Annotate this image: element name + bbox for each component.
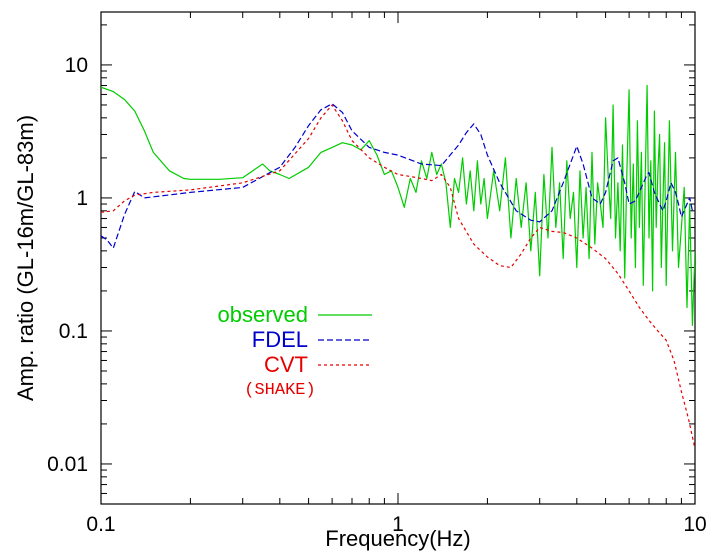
series-line-observed [101, 84, 695, 326]
x-axis-title: Frequency(Hz) [325, 526, 470, 551]
y-axis-title: Amp. ratio (GL-16m/GL-83m) [13, 115, 38, 401]
y-tick-label: 0.01 [47, 453, 88, 476]
series-lines [101, 84, 695, 449]
legend-note: (SHAKE) [244, 381, 315, 400]
x-tick-label: 1 [392, 513, 404, 536]
y-tick-label: 10 [65, 54, 88, 77]
x-tick-label: 0.1 [86, 513, 115, 536]
series-line-cvt [101, 104, 695, 449]
tick-labels: 0.1 1 10 0.01 0.1 1 10 [47, 54, 707, 536]
plot-frame [100, 11, 696, 505]
legend-label: FDEL [252, 327, 308, 352]
legend-label: observed [217, 302, 308, 327]
y-tick-label: 1 [76, 187, 88, 210]
series-line-fdel [101, 103, 695, 249]
y-tick-label: 0.1 [59, 320, 88, 343]
legend-label: CVT [264, 352, 308, 377]
axis-ticks [100, 12, 696, 505]
x-tick-label: 10 [683, 513, 706, 536]
